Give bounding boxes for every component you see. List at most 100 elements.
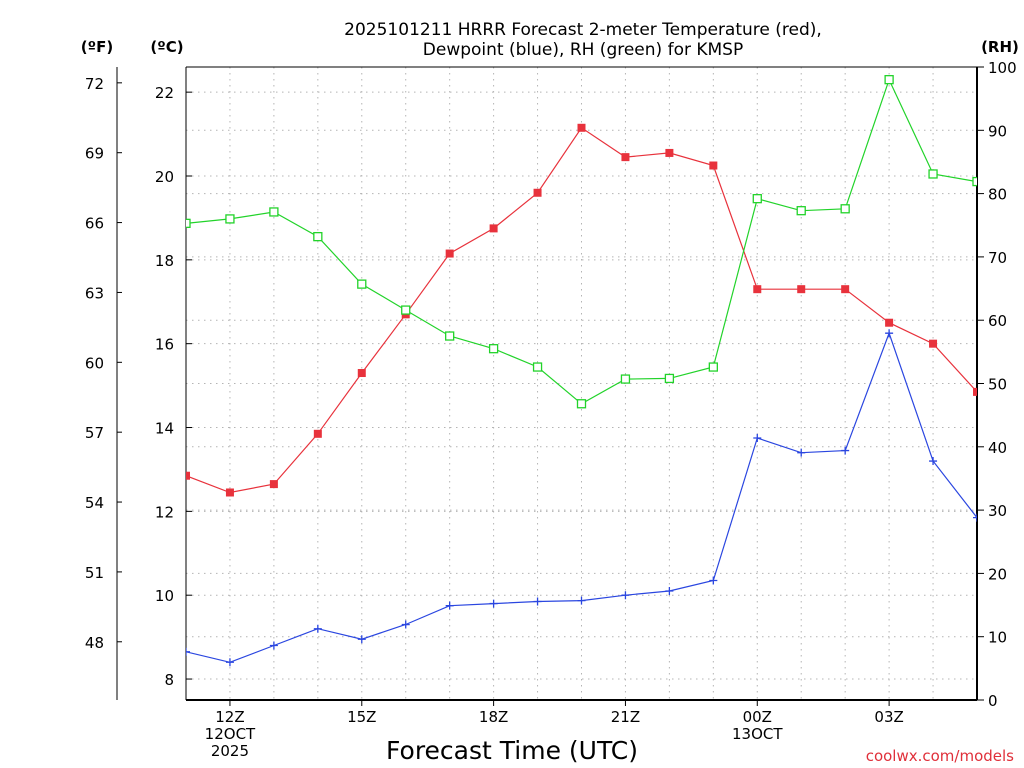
rh-point bbox=[576, 399, 587, 409]
rh-tick-label: 90 bbox=[988, 122, 1007, 140]
temperature-point bbox=[186, 471, 190, 480]
dewpoint-point bbox=[885, 329, 894, 338]
dewpoint-point bbox=[489, 599, 498, 608]
rh-unit-label: (RH) bbox=[981, 38, 1019, 56]
temperature-point bbox=[709, 161, 718, 170]
gridlines bbox=[186, 67, 977, 700]
celsius-tick-label: 12 bbox=[155, 503, 174, 521]
dewpoint-point bbox=[753, 433, 762, 442]
fahrenheit-unit-label: (ºF) bbox=[81, 38, 113, 56]
x-tick-label: 03Z bbox=[874, 708, 903, 726]
temperature-point bbox=[357, 369, 366, 378]
fahrenheit-tick-label: 72 bbox=[85, 75, 104, 93]
temperature-point bbox=[753, 285, 762, 294]
fahrenheit-tick-label: 54 bbox=[85, 494, 104, 512]
dewpoint-point bbox=[269, 641, 278, 650]
dewpoint-point bbox=[709, 576, 718, 585]
rh-tick-label: 50 bbox=[988, 376, 1007, 394]
fahrenheit-tick-label: 66 bbox=[85, 215, 104, 233]
rh-point bbox=[884, 75, 894, 85]
temperature-point bbox=[577, 123, 586, 132]
temperature-point bbox=[973, 387, 977, 396]
x-tick-label: 00Z bbox=[743, 708, 772, 726]
fahrenheit-tick-label: 51 bbox=[85, 564, 104, 582]
rh-point bbox=[972, 176, 977, 187]
dewpoint-point bbox=[797, 448, 806, 457]
rh-series bbox=[186, 75, 977, 409]
dewpoint-point bbox=[621, 591, 630, 600]
dewpoint-point bbox=[929, 457, 938, 466]
temperature-series bbox=[186, 123, 977, 497]
temperature-point bbox=[445, 249, 454, 258]
rh-point bbox=[928, 169, 938, 179]
rh-point bbox=[225, 214, 235, 224]
x-tick-label: 2025 bbox=[211, 742, 249, 760]
dewpoint-point bbox=[225, 658, 234, 667]
rh-tick-label: 20 bbox=[988, 565, 1007, 583]
celsius-axis: 8 10 12 14 16 18 20 22 bbox=[155, 84, 192, 689]
x-tick-label: 12OCT bbox=[205, 725, 256, 743]
celsius-tick-label: 22 bbox=[155, 84, 174, 102]
fahrenheit-tick-label: 48 bbox=[85, 634, 104, 652]
rh-tick-label: 100 bbox=[988, 59, 1017, 77]
rh-tick-label: 60 bbox=[988, 312, 1007, 330]
x-tick-label: 12Z bbox=[215, 708, 244, 726]
dewpoint-point bbox=[313, 624, 322, 633]
celsius-tick-label: 10 bbox=[155, 587, 174, 605]
dewpoint-point bbox=[577, 596, 586, 605]
dewpoint-point bbox=[841, 446, 850, 455]
rh-point bbox=[664, 373, 675, 384]
temperature-point bbox=[621, 153, 630, 162]
celsius-tick-label: 16 bbox=[155, 336, 174, 354]
rh-tick-label: 40 bbox=[988, 439, 1007, 457]
dewpoint-point bbox=[401, 620, 410, 629]
temperature-point bbox=[797, 285, 806, 294]
temperature-point bbox=[313, 429, 322, 438]
rh-tick-label: 10 bbox=[988, 629, 1007, 647]
temperature-point bbox=[269, 480, 278, 489]
x-tick-label: 13OCT bbox=[732, 725, 783, 743]
temperature-point bbox=[533, 188, 542, 197]
temperature-point bbox=[225, 488, 234, 497]
temperature-point bbox=[665, 148, 674, 157]
temperature-point bbox=[885, 318, 894, 327]
rh-point bbox=[840, 204, 850, 214]
temperature-point bbox=[929, 339, 938, 348]
dewpoint-point bbox=[665, 587, 674, 596]
fahrenheit-tick-label: 60 bbox=[85, 354, 104, 372]
dewpoint-point bbox=[186, 647, 190, 656]
dewpoint-point bbox=[357, 635, 366, 644]
x-tick-label: 15Z bbox=[347, 708, 376, 726]
rh-point bbox=[752, 194, 762, 204]
rh-point bbox=[186, 218, 191, 229]
celsius-tick-label: 20 bbox=[155, 168, 174, 186]
temperature-point bbox=[489, 224, 498, 233]
rh-point bbox=[401, 305, 411, 315]
dewpoint-line bbox=[186, 331, 977, 663]
chart-title-line2: Dewpoint (blue), RH (green) for KMSP bbox=[423, 40, 743, 60]
rh-point bbox=[532, 362, 543, 372]
x-tick-label: 18Z bbox=[479, 708, 508, 726]
rh-axis: 0 10 20 30 40 50 60 70 80 90 100 bbox=[977, 59, 1017, 710]
dewpoint-point bbox=[973, 513, 977, 522]
rh-point bbox=[620, 374, 631, 384]
x-tick-label: 21Z bbox=[611, 708, 640, 726]
celsius-tick-label: 8 bbox=[164, 671, 174, 689]
fahrenheit-tick-label: 63 bbox=[85, 284, 104, 302]
fahrenheit-axis: 48 51 54 57 60 63 66 69 72 bbox=[85, 75, 122, 652]
fahrenheit-tick-label: 69 bbox=[85, 145, 104, 163]
series-clip-group bbox=[186, 75, 977, 667]
rh-tick-label: 0 bbox=[988, 692, 998, 710]
rh-tick-label: 70 bbox=[988, 249, 1007, 267]
temperature-point bbox=[841, 285, 850, 294]
temperature-line bbox=[186, 126, 977, 494]
dewpoint-point bbox=[533, 597, 542, 606]
rh-point bbox=[313, 231, 323, 242]
rh-point bbox=[445, 331, 455, 341]
fahrenheit-tick-label: 57 bbox=[85, 424, 104, 442]
rh-point bbox=[269, 207, 279, 217]
chart-title-line1: 2025101211 HRRR Forecast 2-meter Tempera… bbox=[344, 20, 822, 40]
celsius-unit-label: (ºC) bbox=[150, 38, 183, 56]
